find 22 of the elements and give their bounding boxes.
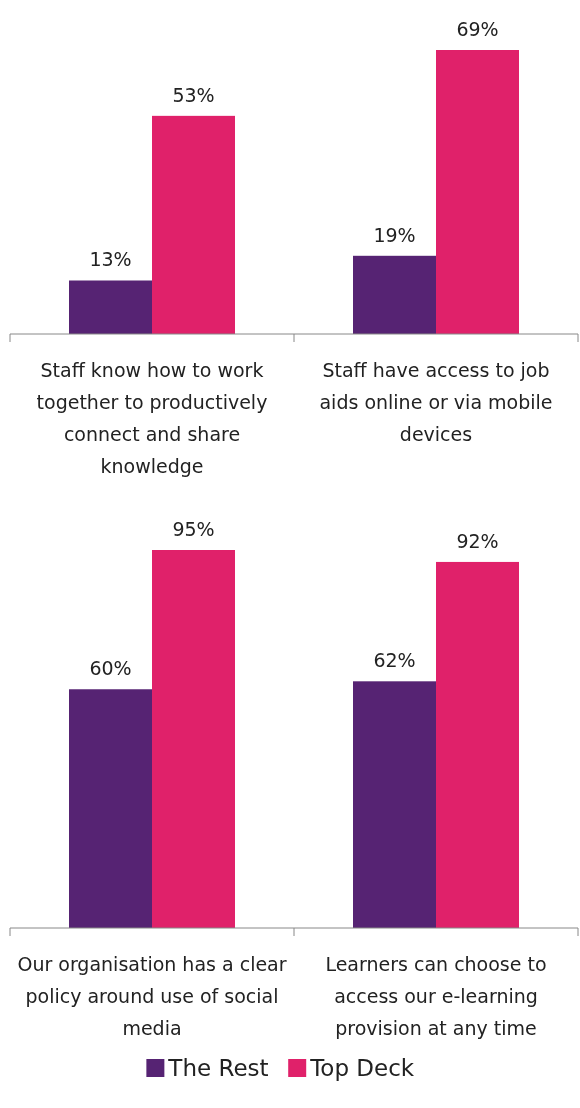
x-tick-label: Our organisation has a clear policy around use of social media bbox=[17, 953, 287, 1039]
x-tick-label: Learners can choose to access our e-learning provision at any time bbox=[325, 953, 547, 1039]
bar bbox=[152, 550, 235, 928]
data-label: 60% bbox=[89, 657, 132, 680]
bar bbox=[353, 681, 436, 928]
bar bbox=[353, 255, 436, 334]
bar bbox=[436, 50, 519, 334]
legend-label: The Rest bbox=[167, 1055, 269, 1081]
data-label: 53% bbox=[172, 83, 215, 106]
bar bbox=[69, 689, 152, 928]
data-label: 62% bbox=[373, 649, 416, 672]
legend-label: Top Deck bbox=[309, 1055, 415, 1081]
data-label: 19% bbox=[373, 223, 416, 246]
data-label: 95% bbox=[172, 518, 215, 540]
bar bbox=[152, 115, 235, 334]
data-label: 92% bbox=[456, 529, 499, 552]
bar bbox=[436, 561, 519, 928]
bar bbox=[69, 280, 152, 334]
x-tick-label: Staff have access to job aids online or via mobile devices bbox=[319, 359, 553, 445]
x-tick-label: Staff know how to work together to productively connect and share knowledge bbox=[36, 359, 268, 477]
data-label: 69% bbox=[456, 18, 499, 40]
data-label: 13% bbox=[89, 248, 132, 271]
